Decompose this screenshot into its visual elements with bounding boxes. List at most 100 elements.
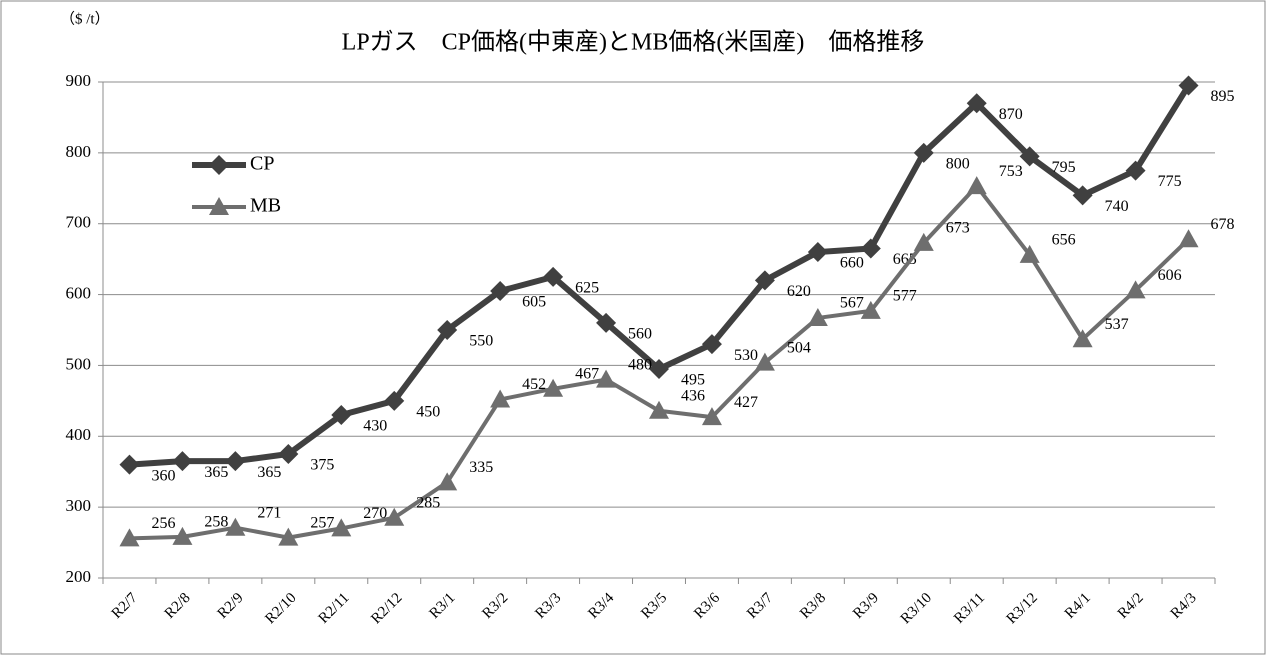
data-label: 530	[734, 347, 758, 364]
y-tick-label: 800	[66, 142, 92, 161]
point	[596, 312, 617, 333]
y-tick-label: 900	[66, 71, 92, 90]
point	[209, 155, 229, 175]
point	[1019, 244, 1040, 263]
data-label: 620	[787, 283, 811, 300]
y-axis-label: （$ /t）	[60, 10, 110, 27]
point	[754, 352, 775, 371]
point	[1019, 146, 1040, 167]
point	[543, 378, 564, 397]
data-label: 775	[1158, 173, 1182, 190]
point	[807, 242, 828, 263]
data-label: 436	[681, 387, 705, 404]
data-label: 258	[204, 514, 228, 531]
data-label: 365	[204, 464, 228, 481]
point	[490, 281, 511, 302]
y-tick-label: 200	[66, 567, 92, 586]
data-label: 504	[787, 339, 811, 356]
legend-label: CP	[250, 153, 274, 175]
point	[1072, 185, 1093, 206]
data-label: 550	[469, 333, 493, 350]
data-label: 270	[363, 505, 387, 522]
point	[1125, 280, 1146, 299]
data-label: 256	[151, 515, 175, 532]
data-label: 271	[257, 504, 281, 521]
data-label: 560	[628, 326, 652, 343]
point	[1178, 75, 1199, 96]
point	[913, 232, 934, 251]
legend-label: MB	[250, 195, 281, 217]
point	[437, 320, 458, 340]
data-label: 480	[628, 356, 652, 373]
chart-title: LPガス CP価格(中東産)とMB価格(米国産) 価格推移	[342, 29, 925, 56]
point	[649, 358, 669, 379]
data-label: 660	[840, 255, 864, 272]
point	[596, 369, 617, 388]
point	[331, 405, 352, 426]
point	[860, 300, 881, 319]
data-label: 673	[946, 220, 970, 237]
point	[209, 197, 229, 215]
data-label: 467	[575, 365, 599, 382]
data-label: 427	[734, 394, 758, 411]
point	[278, 444, 299, 464]
data-label: 537	[1105, 316, 1129, 333]
data-label: 430	[363, 418, 387, 435]
data-label: 795	[1052, 159, 1076, 176]
data-label: 360	[151, 467, 175, 484]
point	[225, 517, 246, 536]
point	[1178, 229, 1199, 248]
y-tick-label: 700	[66, 213, 92, 232]
data-label: 656	[1052, 232, 1076, 249]
point	[384, 507, 405, 526]
point	[860, 238, 881, 259]
data-label: 625	[575, 280, 599, 297]
point	[966, 176, 987, 195]
data-label: 257	[310, 514, 334, 531]
point	[701, 334, 722, 355]
point	[225, 451, 246, 472]
data-label: 567	[840, 295, 864, 312]
y-tick-label: 400	[66, 425, 92, 444]
data-label: 753	[999, 163, 1023, 180]
data-label: 495	[681, 372, 705, 389]
point	[331, 518, 352, 537]
point	[701, 407, 722, 426]
data-label: 365	[257, 464, 281, 481]
data-label: 577	[893, 288, 917, 305]
point	[754, 270, 775, 291]
data-label: 452	[522, 376, 546, 393]
data-label: 606	[1158, 267, 1182, 284]
data-label: 375	[310, 457, 334, 474]
data-label: 605	[522, 294, 546, 311]
data-label: 450	[416, 404, 440, 421]
point	[172, 451, 193, 472]
y-tick-label: 300	[66, 496, 92, 515]
point	[966, 93, 987, 114]
y-tick-label: 600	[66, 283, 92, 302]
point	[807, 307, 828, 326]
point	[913, 142, 934, 163]
data-label: 335	[469, 459, 493, 476]
point	[1072, 329, 1093, 348]
y-tick-label: 500	[66, 354, 92, 373]
data-label: 800	[946, 156, 970, 173]
point	[543, 266, 564, 287]
point	[119, 454, 140, 475]
point	[278, 527, 299, 546]
point	[172, 526, 193, 545]
point	[119, 528, 140, 547]
point	[490, 389, 511, 408]
point	[437, 472, 458, 491]
data-label: 870	[999, 106, 1023, 123]
point	[1125, 160, 1146, 181]
point	[649, 400, 669, 419]
data-label: 895	[1211, 88, 1235, 105]
data-label: 678	[1211, 216, 1235, 233]
data-label: 665	[893, 251, 917, 268]
data-label: 285	[416, 494, 440, 511]
point	[384, 390, 405, 411]
data-label: 740	[1105, 198, 1129, 215]
